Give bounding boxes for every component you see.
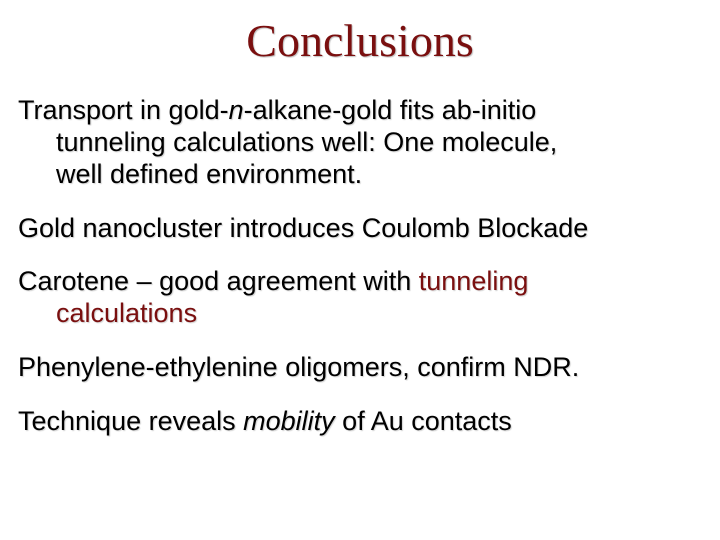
p1-line1-b: -alkane-gold fits ab-initio	[244, 95, 537, 125]
p1-line3: well defined environment.	[18, 159, 702, 191]
p5-a: Technique reveals	[18, 406, 243, 436]
conclusion-paragraph-1: Transport in gold-n-alkane-gold fits ab-…	[18, 95, 702, 191]
p1-n-italic: n	[229, 95, 244, 125]
conclusion-paragraph-5: Technique reveals mobility of Au contact…	[18, 406, 702, 438]
p5-b: of Au contacts	[335, 406, 512, 436]
slide-title: Conclusions	[18, 14, 702, 67]
p1-line2: tunneling calculations well: One molecul…	[18, 127, 702, 159]
slide: Conclusions Transport in gold-n-alkane-g…	[0, 0, 720, 540]
conclusion-paragraph-4: Phenylene-ethylenine oligomers, confirm …	[18, 352, 702, 384]
p3-calculations: calculations	[56, 298, 197, 328]
p5-mobility: mobility	[243, 406, 335, 436]
conclusion-paragraph-2: Gold nanocluster introduces Coulomb Bloc…	[18, 213, 702, 245]
p1-line1-a: Transport in gold-	[18, 95, 229, 125]
p3-line1-a: Carotene – good agreement with	[18, 266, 419, 296]
p3-tunneling: tunneling	[419, 266, 529, 296]
conclusion-paragraph-3: Carotene – good agreement with tunneling…	[18, 266, 702, 330]
